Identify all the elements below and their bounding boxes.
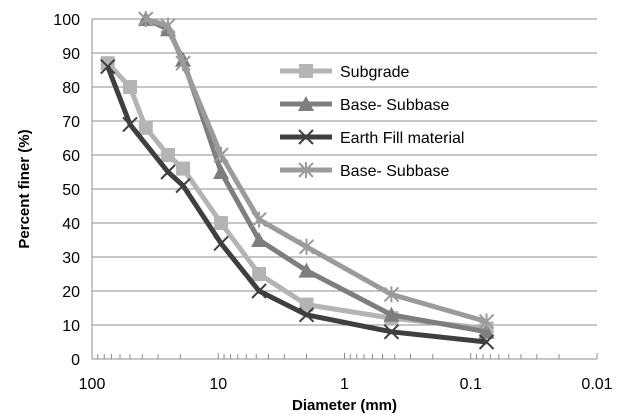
data-point bbox=[160, 164, 176, 180]
data-point bbox=[160, 17, 176, 34]
series-line bbox=[145, 16, 488, 325]
series-line bbox=[105, 61, 487, 331]
legend-label: Base- Subbase bbox=[340, 97, 450, 114]
data-point bbox=[122, 116, 138, 133]
gridlines bbox=[92, 18, 597, 326]
data-point bbox=[100, 56, 115, 71]
legend: Subgrade Base- Subbase Earth Fill material… bbox=[280, 64, 464, 180]
y-tick-label: 60 bbox=[62, 148, 80, 165]
data-point bbox=[299, 297, 314, 312]
data-point bbox=[138, 11, 154, 27]
data-point bbox=[176, 161, 191, 176]
y-tick-label: 10 bbox=[62, 318, 80, 335]
legend-entry: Subgrade bbox=[280, 64, 409, 81]
x-tick-label: 10 bbox=[209, 376, 227, 393]
data-point bbox=[213, 164, 230, 179]
legend-label: Earth Fill material bbox=[340, 130, 464, 147]
data-point bbox=[298, 238, 315, 255]
legend-entry: Base- Subbase bbox=[280, 96, 450, 114]
legend-label: Subgrade bbox=[340, 64, 409, 81]
y-tick-label: 80 bbox=[62, 80, 80, 97]
data-point bbox=[251, 283, 267, 299]
y-tick-label: 70 bbox=[62, 114, 80, 131]
y-tick-label: 20 bbox=[62, 284, 80, 301]
legend-marker bbox=[298, 96, 314, 111]
data-point bbox=[213, 147, 229, 163]
series-3 bbox=[100, 58, 495, 350]
y-tick-label: 50 bbox=[62, 182, 80, 199]
y-tick-label: 100 bbox=[53, 12, 80, 29]
data-point bbox=[298, 262, 315, 278]
data-point bbox=[478, 334, 495, 350]
data-point bbox=[383, 286, 400, 303]
axes: 0 10 20 30 40 50 60 70 80 90 100 100 10 1 0.1 0.01 bbox=[53, 12, 612, 393]
legend-entry: Base- Subbase bbox=[280, 162, 450, 180]
data-point bbox=[138, 120, 153, 135]
data-point bbox=[214, 216, 229, 230]
legend-marker bbox=[299, 64, 313, 78]
data-point bbox=[478, 323, 495, 339]
data-point bbox=[383, 324, 400, 340]
data-point bbox=[175, 55, 191, 72]
y-tick-label: 30 bbox=[62, 250, 80, 267]
y-tick-label: 40 bbox=[62, 216, 80, 233]
series-4 bbox=[138, 11, 495, 330]
legend-marker bbox=[298, 129, 314, 145]
x-tick-label: 1 bbox=[340, 376, 349, 393]
x-tick-label: 0.01 bbox=[581, 376, 612, 393]
data-point bbox=[175, 177, 191, 194]
data-point bbox=[161, 148, 176, 162]
data-point bbox=[478, 313, 495, 330]
legend-label: Base- Subbase bbox=[340, 163, 450, 180]
y-tick-label: 0 bbox=[71, 352, 80, 369]
series-group bbox=[100, 11, 495, 350]
y-axis-title: Percent finer (%) bbox=[16, 129, 33, 248]
data-point bbox=[251, 232, 268, 247]
x-axis-title: Diameter (mm) bbox=[292, 397, 397, 414]
legend-marker bbox=[298, 162, 314, 178]
data-point bbox=[251, 211, 267, 228]
data-point bbox=[383, 306, 400, 322]
x-tick-label: 0.1 bbox=[460, 376, 482, 393]
data-point bbox=[298, 307, 315, 323]
data-point bbox=[100, 58, 116, 75]
data-point bbox=[252, 267, 267, 281]
legend-entry: Earth Fill material bbox=[280, 129, 464, 147]
data-point bbox=[123, 80, 138, 94]
y-tick-label: 90 bbox=[62, 46, 80, 63]
x-tick-label: 100 bbox=[79, 376, 106, 393]
data-point bbox=[213, 235, 229, 252]
